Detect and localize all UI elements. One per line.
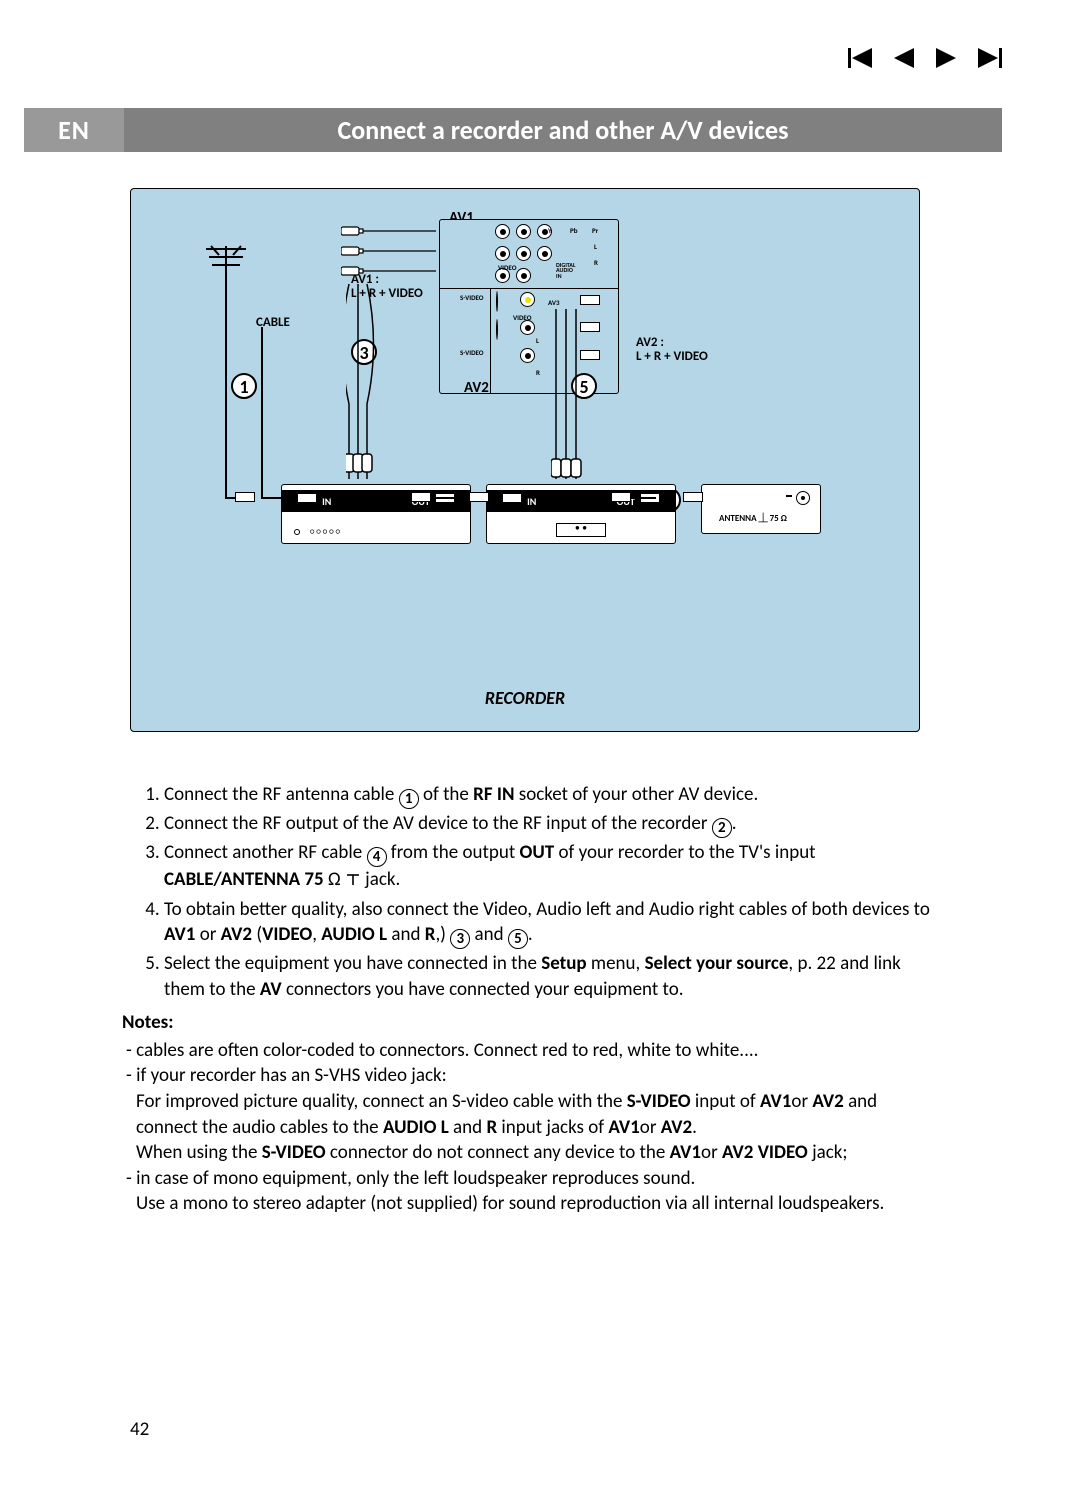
step-1: Connect the RF antenna cable 1 of the RF…: [164, 782, 930, 809]
cable-line: [225, 497, 235, 499]
page-title: Connect a recorder and other A/V devices: [124, 108, 1002, 152]
cable-bundle-5: [551, 309, 611, 494]
plug-icon: [611, 492, 631, 502]
svideo-label1: S-VIDEO: [460, 293, 484, 302]
circle-1: 1: [231, 373, 257, 399]
step-4: To obtain better quality, also connect t…: [164, 897, 930, 950]
av2-sublabel: AV2 : L + R + VIDEO: [636, 336, 708, 365]
recorder-caption: RECORDER: [131, 687, 919, 709]
av3-label: AV3: [548, 298, 560, 307]
instructions: Connect the RF antenna cable 1 of the RF…: [130, 782, 930, 1005]
lang-tab: EN: [24, 108, 124, 152]
header-bar: EN Connect a recorder and other A/V devi…: [24, 108, 1002, 152]
next-icon[interactable]: [936, 48, 956, 68]
r-label: R: [594, 258, 598, 267]
cable-bundle-3: [346, 284, 376, 489]
in-label2: IN: [527, 495, 536, 508]
page-number: 42: [130, 1418, 149, 1441]
plug-icon: [469, 492, 489, 502]
y-label: Y: [548, 226, 552, 235]
av-device-box: IN OUT ○○○○○: [281, 484, 471, 544]
note-2: - if your recorder has an S-VHS video ja…: [122, 1063, 932, 1089]
step-2: Connect the RF output of the AV device t…: [164, 811, 930, 838]
nav-icons: [848, 48, 1002, 68]
l-label2: L: [536, 336, 539, 345]
in-label: IN: [322, 495, 331, 508]
pb-label: Pb: [570, 226, 577, 235]
cable-line: [261, 327, 263, 499]
pr-label: Pr: [592, 226, 598, 235]
notes-section: Notes: - cables are often color-coded to…: [122, 1010, 932, 1217]
prev-icon[interactable]: [894, 48, 914, 68]
r-label2: R: [536, 368, 540, 377]
recorder-box: IN OUT • •: [486, 484, 676, 544]
note-1: - cables are often color-coded to connec…: [122, 1038, 932, 1064]
digital-label: DIGITAL AUDIO IN: [556, 263, 575, 279]
note-3a: Use a mono to stereo adapter (not suppli…: [122, 1191, 932, 1217]
plug-icon: [411, 492, 431, 502]
skip-prev-icon[interactable]: [848, 48, 872, 68]
antenna-in-label: ANTENNA ⏊ 75 Ω: [719, 511, 787, 524]
cable-line: [225, 281, 227, 499]
plug-icon: [235, 492, 255, 502]
step-3: Connect another RF cable 4 from the outp…: [164, 840, 930, 895]
plug-icon: [683, 492, 703, 502]
antenna-icon: [201, 241, 251, 286]
l-label: L: [594, 242, 597, 251]
tv-antenna-box: [701, 484, 821, 534]
svideo-label2: S-VIDEO: [460, 348, 484, 357]
av2-label: AV2: [464, 379, 489, 397]
connection-diagram: AV1 CABLE AV1 : L + R + VIDEO Y Pb Pr: [130, 188, 920, 732]
step-5: Select the equipment you have connected …: [164, 951, 930, 1002]
rca-plug-set-left: [341, 225, 441, 290]
note-3: - in case of mono equipment, only the le…: [122, 1166, 932, 1192]
notes-title: Notes:: [122, 1010, 932, 1036]
cable-line: [261, 497, 281, 499]
note-2b: When using the S-VIDEO connector do not …: [122, 1140, 932, 1166]
note-2a: For improved picture quality, connect an…: [122, 1089, 932, 1140]
skip-next-icon[interactable]: [978, 48, 1002, 68]
video-label: VIDEO: [498, 263, 516, 272]
